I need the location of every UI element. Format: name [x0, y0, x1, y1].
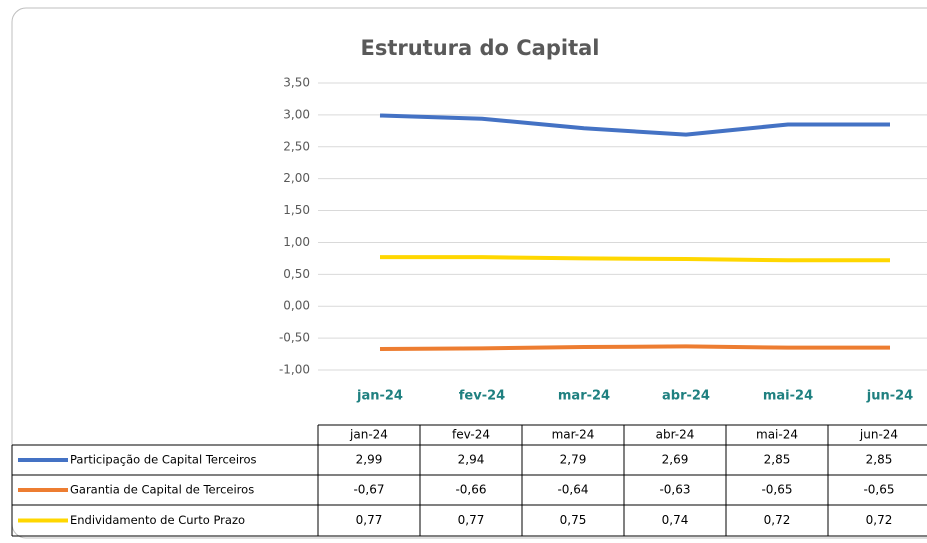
- y-tick-label: 3,00: [283, 107, 310, 121]
- table-cell: 2,99: [356, 453, 383, 467]
- x-tick-label: fev-24: [459, 389, 505, 404]
- table-cell: 2,85: [866, 453, 893, 467]
- x-tick-label: mar-24: [558, 389, 610, 404]
- legend-label: Participação de Capital Terceiros: [70, 453, 257, 467]
- legend-label: Garantia de Capital de Terceiros: [70, 483, 254, 497]
- table-cell: 0,72: [764, 513, 791, 527]
- table-cell: 2,85: [764, 453, 791, 467]
- table-cell: 0,77: [356, 513, 383, 527]
- table-cell: 2,94: [458, 453, 485, 467]
- y-tick-label: 1,00: [283, 235, 310, 249]
- table-cell: 2,79: [560, 453, 587, 467]
- x-tick-label: abr-24: [662, 389, 710, 404]
- y-tick-label: 2,00: [283, 171, 310, 185]
- y-tick-label: 1,50: [283, 203, 310, 217]
- y-tick-label: 2,50: [283, 139, 310, 153]
- chart-title: Estrutura do Capital: [360, 36, 599, 60]
- table-cell: -0,63: [659, 483, 690, 497]
- y-tick-label: -0,50: [279, 331, 310, 345]
- legend-label: Endividamento de Curto Prazo: [70, 513, 245, 527]
- table-cell: 0,77: [458, 513, 485, 527]
- table-header: mar-24: [552, 428, 595, 442]
- table-cell: -0,67: [353, 483, 384, 497]
- series-line: [380, 255, 890, 263]
- table-header: mai-24: [756, 428, 798, 442]
- y-tick-label: 0,50: [283, 267, 310, 281]
- table-cell: 2,69: [662, 453, 689, 467]
- series-line: [379, 344, 890, 351]
- table-header: jun-24: [859, 428, 898, 442]
- x-tick-label: mai-24: [763, 389, 813, 404]
- table-cell: 0,75: [560, 513, 587, 527]
- table-cell: 0,74: [662, 513, 689, 527]
- table-cell: -0,66: [455, 483, 486, 497]
- x-tick-label: jan-24: [356, 389, 403, 404]
- y-tick-label: 0,00: [283, 299, 310, 313]
- y-tick-label: 3,50: [283, 76, 310, 90]
- table-cell: -0,65: [863, 483, 894, 497]
- series-line: [379, 113, 890, 137]
- y-tick-label: -1,00: [279, 363, 310, 377]
- table-cell: 0,72: [866, 513, 893, 527]
- table-header: jan-24: [349, 428, 388, 442]
- table-header: fev-24: [452, 428, 490, 442]
- chart-frame: [11, 7, 927, 539]
- table-cell: -0,65: [761, 483, 792, 497]
- x-tick-label: jun-24: [866, 389, 913, 404]
- table-header: abr-24: [656, 428, 695, 442]
- table-cell: -0,64: [557, 483, 588, 497]
